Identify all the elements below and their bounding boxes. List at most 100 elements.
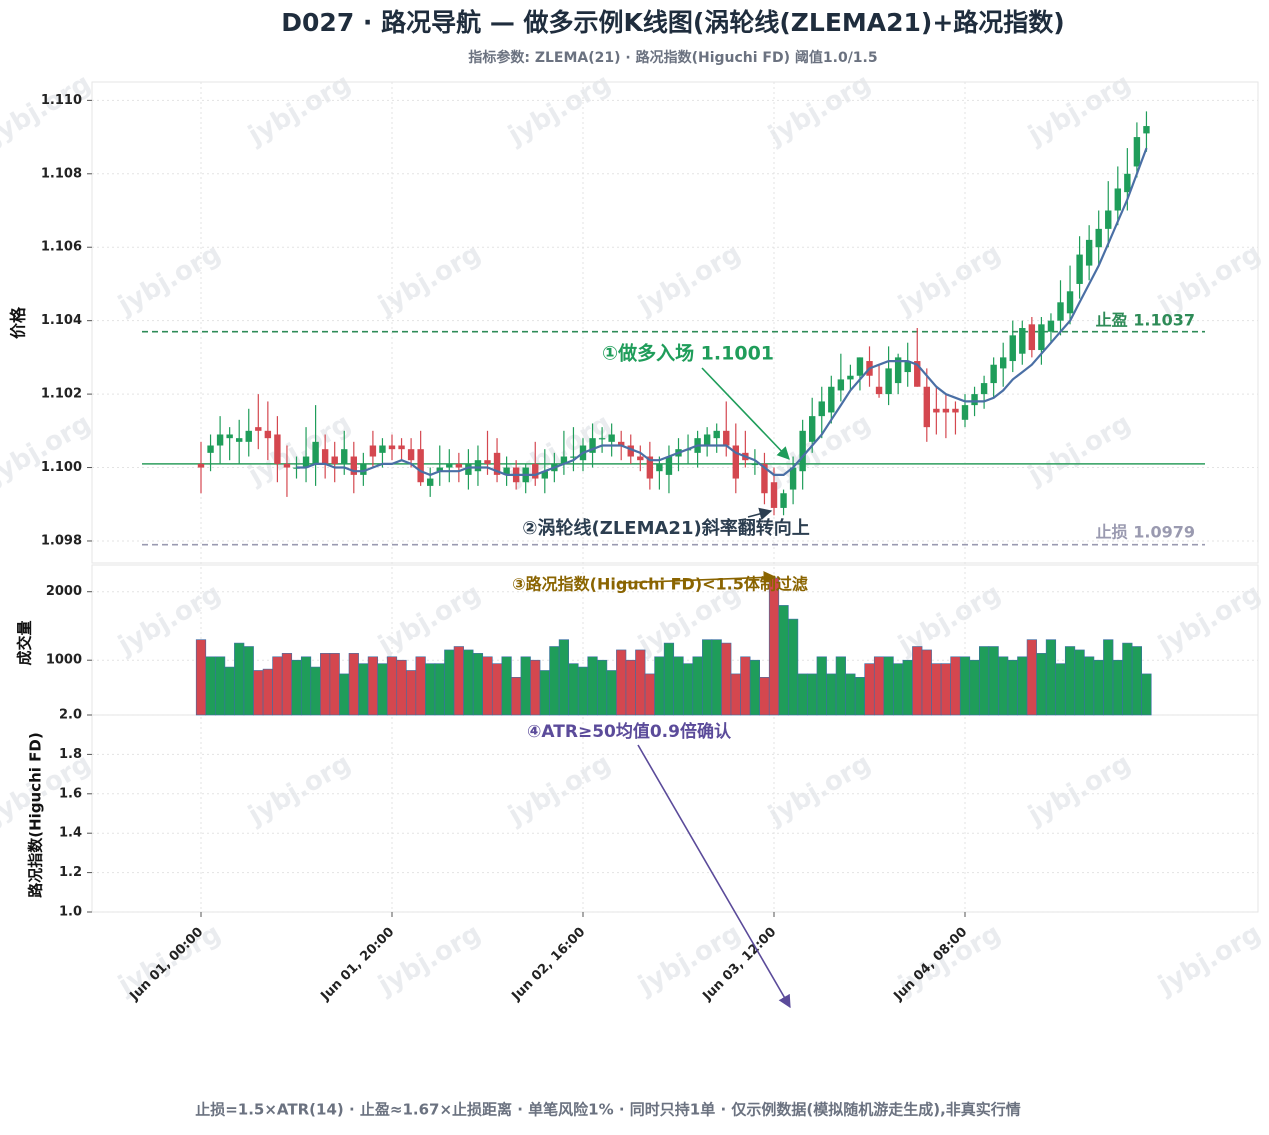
candle-body (809, 416, 816, 442)
volume-bar (950, 656, 961, 716)
y-tick-label: 1.2 (59, 865, 82, 880)
volume-bar (291, 659, 302, 716)
candle-body (723, 430, 730, 446)
candle-body (837, 379, 845, 391)
watermark: jybj.org (243, 748, 356, 831)
watermark: jybj.org (243, 408, 356, 491)
volume-bar (205, 656, 216, 716)
volume-bar (224, 666, 235, 716)
candle-body (1143, 126, 1150, 134)
candle-body (1038, 324, 1045, 351)
y-tick-label: 1.0 (59, 905, 82, 920)
candle-body (598, 438, 606, 440)
candle-body (532, 463, 539, 479)
panel (91, 81, 1259, 564)
candle-body (312, 441, 319, 464)
volume-bar (749, 659, 760, 716)
y-tick-label: 2000 (46, 584, 82, 599)
volume-bar (663, 642, 675, 716)
annotation-arrows (619, 367, 791, 1009)
volume-bar (864, 663, 875, 716)
candle-body (618, 441, 625, 446)
volume-bar (1084, 656, 1095, 716)
candle-body (828, 386, 835, 413)
candle-body (637, 456, 644, 461)
y-tick-label: 1.104 (41, 313, 82, 328)
arrow (701, 367, 790, 460)
level-label: 止盈 1.1037 (1096, 311, 1195, 330)
candle-body (799, 430, 806, 472)
volume-bar (893, 663, 904, 716)
annotation: ④ATR≥50均值0.9倍确认 (527, 721, 732, 742)
candle-body (914, 361, 921, 387)
volume-bar (1017, 656, 1028, 716)
candle-body (541, 471, 548, 479)
y-tick-label: 1.8 (59, 747, 82, 762)
watermark: jybj.org (1153, 578, 1266, 661)
volume-bar (673, 656, 684, 716)
volume-bar (787, 618, 799, 716)
candle-body (1057, 302, 1064, 321)
volume-bar (482, 656, 493, 716)
candle-body (283, 463, 291, 468)
volume-bar (1055, 663, 1066, 716)
volume-bar (940, 663, 951, 716)
volume-bar (262, 668, 273, 716)
y-tick-label: 1.102 (41, 387, 82, 402)
candle-body (560, 456, 568, 464)
candle-body (1000, 357, 1007, 369)
volume-bar (549, 646, 560, 716)
watermark: jybj.org (1023, 408, 1136, 491)
volume-bar (1045, 639, 1057, 716)
volume-bar (577, 666, 589, 716)
volume-bar (558, 639, 569, 716)
candle-body (484, 460, 491, 464)
chart-title: D027 · 路况导航 — 做多示例K线图(涡轮线(ZLEMA21)+路况指数) (281, 8, 1064, 37)
volume-bar (491, 663, 503, 716)
candle-body (236, 438, 243, 442)
volume-bar (969, 659, 980, 716)
volume-bar (377, 663, 388, 716)
volume-bar (883, 656, 894, 716)
watermark: jybj.org (763, 68, 876, 151)
volume-bar (1026, 639, 1037, 716)
arrow (637, 744, 791, 1009)
candle-body (1066, 291, 1074, 314)
candle-body (894, 357, 902, 384)
candle-body (942, 408, 950, 413)
volume-bar (654, 656, 665, 716)
candle-body (761, 463, 768, 494)
volume-bar (367, 656, 379, 716)
volume-bar (348, 653, 359, 716)
candle-body (1105, 210, 1112, 229)
volume-bar (463, 649, 474, 716)
volume-bar (596, 659, 608, 716)
candle-body (971, 394, 978, 406)
watermark: jybj.org (1153, 918, 1266, 1001)
candle-body (274, 434, 281, 464)
watermark: jybj.org (0, 408, 96, 491)
candle-body (446, 463, 453, 468)
watermark: jybj.org (1023, 748, 1136, 831)
footer-note: 止损=1.5×ATR(14) · 止盈≈1.67×止损距离 · 单笔风险1% ·… (195, 1101, 1021, 1119)
candle-body (503, 467, 510, 475)
y-tick-label: 1000 (46, 653, 82, 668)
candle-body (417, 449, 424, 483)
volume-bar (682, 663, 694, 716)
candle-body (245, 430, 252, 442)
candle-body (1047, 320, 1055, 332)
volume-bar (453, 646, 464, 716)
volume-bar (835, 656, 846, 716)
candle-body (589, 438, 596, 453)
watermark: jybj.org (373, 578, 486, 661)
volume-bar (358, 663, 369, 716)
candle-body (818, 401, 825, 417)
candle-body (904, 361, 911, 373)
volume-bar (606, 670, 617, 716)
candle-body (961, 405, 969, 420)
volume-bar (472, 653, 484, 716)
volume-bar (912, 646, 923, 716)
volume-bar (845, 673, 856, 716)
y-tick-label: 1.6 (59, 786, 82, 801)
candle-body (703, 434, 711, 446)
